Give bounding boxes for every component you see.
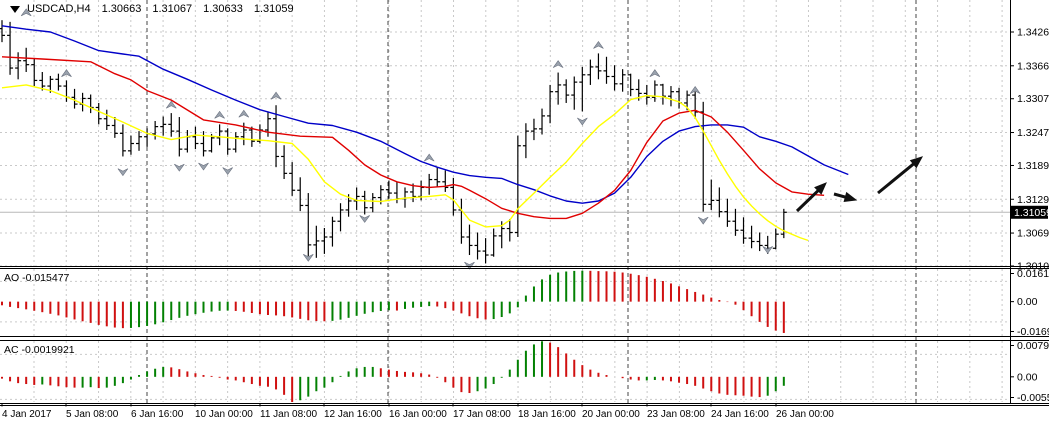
chart-symbol-period: USDCAD,H4 <box>27 3 91 15</box>
fractal-arrows <box>20 8 773 270</box>
fractal-up-icon <box>552 60 564 68</box>
price-tick-label: 1.33660 <box>1017 60 1049 72</box>
fractal-up-icon <box>423 153 435 162</box>
time-tick-label: 16 Jan 00:00 <box>389 409 447 420</box>
fractal-up-icon <box>689 86 701 94</box>
trend-arrows[interactable] <box>795 156 924 213</box>
trend-arrow-head[interactable] <box>909 156 924 169</box>
ma-red-line <box>1 56 825 220</box>
fractal-up-icon <box>20 8 32 17</box>
indicator-tick-label: 0.007962 <box>1017 340 1049 352</box>
indicator-tick-label: -0.016982 <box>1017 326 1049 338</box>
fractal-down-icon <box>117 168 129 177</box>
quote-open: 1.30663 <box>101 3 142 15</box>
time-tick-label: 18 Jan 16:00 <box>518 409 576 420</box>
price-tick-label: 1.32475 <box>1017 127 1049 139</box>
fractal-down-icon <box>762 246 773 254</box>
ao-label: AO -0.015477 <box>4 272 70 284</box>
fractal-up-icon <box>214 110 225 119</box>
price-tick-label: 1.30690 <box>1017 228 1049 240</box>
time-tick-label: 23 Jan 08:00 <box>647 409 705 420</box>
fractal-up-icon <box>649 69 661 77</box>
price-tick-label: 1.31290 <box>1017 194 1049 206</box>
time-tick-label: 4 Jan 2017 <box>2 409 52 420</box>
fractal-down-icon <box>359 215 370 223</box>
price-axis[interactable]: 1.34260 1.33660 1.33075 1.32475 1.31890 1.312… <box>1010 27 1049 405</box>
quote-close: 1.31059 <box>253 3 294 15</box>
fractal-down-icon <box>577 117 588 126</box>
ac-label: AC -0.0019921 <box>4 344 75 356</box>
fractal-down-icon <box>697 216 709 225</box>
fractal-up-icon <box>270 91 282 100</box>
price-tick-label: 1.34260 <box>1017 27 1049 39</box>
indicator-tick-label: 0.00 <box>1017 296 1038 308</box>
chart-title: USDCAD,H4 1.30663 1.31067 1.30633 1.3105… <box>10 3 294 15</box>
indicator-labels: AO -0.015477 AC -0.0019921 <box>4 272 75 356</box>
time-tick-label: 10 Jan 00:00 <box>195 409 253 420</box>
time-axis[interactable]: 4 Jan 2017 5 Jan 08:00 6 Jan 16:00 10 Jan 0… <box>1 403 834 421</box>
ma-yellow-line <box>1 84 809 242</box>
indicator-tick-label: 0.01614 <box>1017 268 1049 280</box>
fractal-up-icon <box>61 69 72 77</box>
fractal-down-icon <box>174 163 185 172</box>
price-tick-label: 1.33075 <box>1017 93 1049 105</box>
fractal-up-icon <box>238 109 250 118</box>
trend-arrow-head[interactable] <box>843 191 858 203</box>
time-tick-label: 6 Jan 16:00 <box>131 409 184 420</box>
fractal-up-icon <box>593 41 604 49</box>
trend-arrow-shaft[interactable] <box>877 159 919 195</box>
ma-blue-line <box>1 25 849 204</box>
ac-histogram <box>1 341 785 403</box>
fractal-down-icon <box>198 162 209 171</box>
indicator-tick-label: -0.005594 <box>1017 392 1049 404</box>
trend-arrow-shaft[interactable] <box>795 186 823 213</box>
fractal-down-icon <box>222 167 233 176</box>
price-tick-label: 1.31890 <box>1017 160 1049 172</box>
time-tick-label: 17 Jan 08:00 <box>453 409 511 420</box>
ao-histogram <box>1 270 785 333</box>
current-price-tag-label: 1.31059 <box>1014 207 1049 219</box>
current-price-tag <box>1011 205 1048 219</box>
time-tick-label: 5 Jan 08:00 <box>66 409 119 420</box>
ohlc-bars <box>0 20 787 264</box>
time-tick-label: 24 Jan 16:00 <box>711 409 769 420</box>
panel-borders <box>0 0 1049 406</box>
fractal-up-icon <box>166 100 177 109</box>
time-tick-label: 20 Jan 00:00 <box>582 409 640 420</box>
quote-low: 1.30633 <box>203 3 243 15</box>
time-tick-label: 12 Jan 16:00 <box>324 409 382 420</box>
symbol-marker-icon <box>10 5 20 13</box>
fractal-down-icon <box>303 254 314 262</box>
indicator-tick-label: 0.00 <box>1017 371 1038 383</box>
time-tick-label: 26 Jan 00:00 <box>776 409 834 420</box>
trend-arrow-head[interactable] <box>814 182 827 195</box>
price-tick-label: 1.30105 <box>1017 261 1049 273</box>
quote-high: 1.31067 <box>152 3 193 15</box>
time-tick-label: 11 Jan 08:00 <box>260 409 318 420</box>
